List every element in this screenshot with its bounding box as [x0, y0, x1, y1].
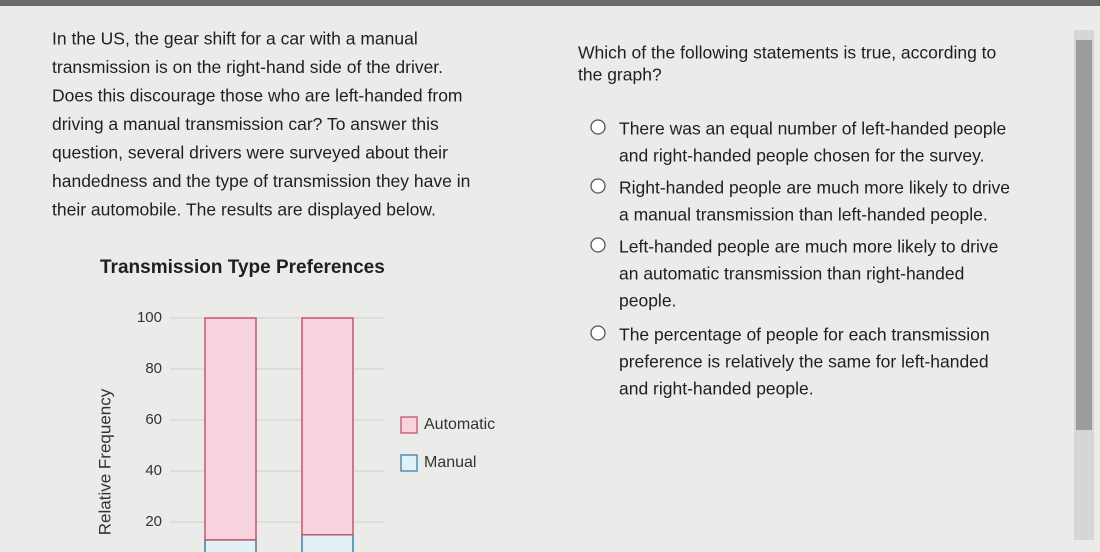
- y-axis-label: Relative Frequency: [95, 388, 114, 535]
- question-line: the graph?: [578, 65, 662, 85]
- y-tick-label: 100: [137, 309, 162, 326]
- scrollbar-thumb[interactable]: [1076, 40, 1092, 430]
- y-tick-label: 20: [145, 513, 162, 530]
- y-tick-label: 40: [145, 462, 162, 479]
- legend-label: Manual: [424, 454, 476, 471]
- question-line: Which of the following statements is tru…: [578, 43, 996, 63]
- radio-button[interactable]: [590, 119, 606, 135]
- option-line: There was an equal number of left-handed…: [619, 119, 1006, 139]
- passage-line: handedness and the type of transmission …: [52, 171, 470, 191]
- option-line: an automatic transmission than right-han…: [619, 264, 964, 284]
- top-bar: [0, 0, 1100, 6]
- radio-button[interactable]: [590, 237, 606, 253]
- y-tick-label: 60: [145, 411, 162, 428]
- passage-line: transmission is on the right-hand side o…: [52, 57, 443, 77]
- option-line: people.: [619, 291, 676, 311]
- bar-segment: [301, 317, 354, 536]
- passage-line: Does this discourage those who are left-…: [52, 86, 463, 106]
- passage-line: In the US, the gear shift for a car with…: [52, 29, 418, 49]
- option-line: and right-handed people chosen for the s…: [619, 146, 984, 166]
- passage-line: their automobile. The results are displa…: [52, 200, 436, 220]
- option-line: Left-handed people are much more likely …: [619, 237, 998, 257]
- y-tick-label: 80: [145, 360, 162, 377]
- bar-segment: [301, 534, 354, 552]
- bar-segment: [204, 317, 257, 541]
- passage-line: question, several drivers were surveyed …: [52, 143, 448, 163]
- option-line: Right-handed people are much more likely…: [619, 178, 1010, 198]
- chart-title: Transmission Type Preferences: [100, 257, 385, 278]
- passage-line: driving a manual transmission car? To an…: [52, 114, 439, 134]
- legend-swatch: [400, 454, 418, 472]
- option-line: The percentage of people for each transm…: [619, 325, 990, 345]
- bar-segment: [204, 539, 257, 552]
- option-line: and right-handed people.: [619, 379, 814, 399]
- option-line: a manual transmission than left-handed p…: [619, 205, 988, 225]
- radio-button[interactable]: [590, 178, 606, 194]
- legend-label: Automatic: [424, 416, 495, 433]
- legend-swatch: [400, 416, 418, 434]
- radio-button[interactable]: [590, 325, 606, 341]
- option-line: preference is relatively the same for le…: [619, 352, 989, 372]
